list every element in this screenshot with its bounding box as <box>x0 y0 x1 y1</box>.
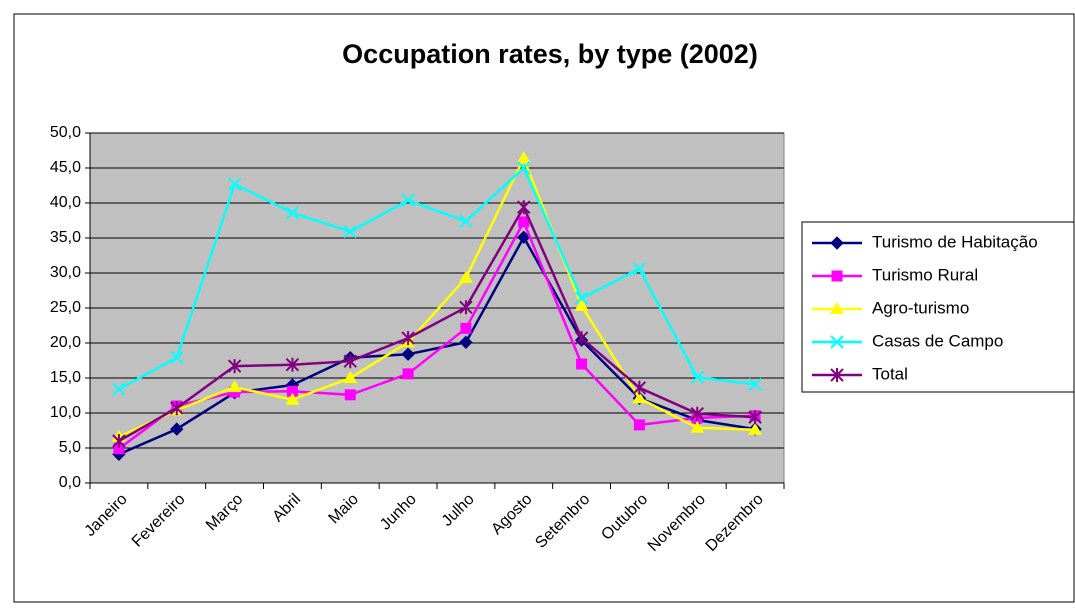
marker <box>227 177 242 191</box>
chart-title: Occupation rates, by type (2002) <box>342 39 758 69</box>
marker <box>112 434 126 448</box>
marker <box>632 380 647 395</box>
marker <box>632 262 647 276</box>
marker <box>748 410 762 425</box>
marker <box>458 270 473 283</box>
y-tick-label: 50,0 <box>50 124 81 141</box>
marker <box>574 291 589 305</box>
marker <box>286 385 298 397</box>
y-tick-label: 10,0 <box>50 404 81 421</box>
marker <box>690 420 705 433</box>
marker <box>690 406 704 421</box>
marker <box>113 443 125 455</box>
marker <box>632 391 647 404</box>
marker <box>227 380 242 393</box>
plot-area <box>85 132 785 484</box>
legend-label: Casas de Campo <box>872 331 1003 350</box>
marker <box>401 331 415 346</box>
marker <box>344 389 356 401</box>
marker <box>574 298 589 311</box>
y-tick-label: 15,0 <box>50 369 81 386</box>
marker <box>112 382 126 396</box>
marker <box>830 335 844 349</box>
legend-label: Agro-turismo <box>872 298 969 317</box>
marker <box>402 368 414 380</box>
marker <box>459 214 473 228</box>
marker <box>830 236 844 250</box>
marker <box>343 371 358 383</box>
marker <box>831 270 843 282</box>
marker <box>285 206 300 220</box>
marker <box>343 354 357 369</box>
marker <box>170 422 184 436</box>
series-line <box>118 218 756 450</box>
marker <box>459 300 473 315</box>
y-tick-label: 25,0 <box>50 299 81 316</box>
legend-label: Turismo de Habitação <box>872 232 1038 251</box>
y-tick-label: 20,0 <box>50 334 81 351</box>
series-line <box>118 165 756 391</box>
legend-label: Total <box>872 364 908 383</box>
marker <box>576 358 588 370</box>
marker <box>748 377 762 392</box>
marker <box>517 200 531 215</box>
marker <box>518 216 530 228</box>
legend-box <box>801 221 1075 393</box>
marker <box>516 151 531 164</box>
series-line <box>118 155 756 438</box>
marker <box>227 359 242 374</box>
marker <box>401 193 415 207</box>
y-tick-label: 40,0 <box>50 194 81 211</box>
y-tick-label: 45,0 <box>50 159 81 176</box>
marker <box>633 419 645 431</box>
marker <box>574 331 589 346</box>
y-tick-label: 5,0 <box>59 439 81 456</box>
marker <box>285 392 300 405</box>
marker <box>459 335 473 350</box>
legend-label: Turismo Rural <box>872 265 978 284</box>
marker <box>830 368 844 382</box>
y-tick-label: 0,0 <box>59 474 81 491</box>
marker <box>460 322 472 334</box>
marker <box>748 422 763 435</box>
marker <box>517 230 531 245</box>
marker <box>690 370 704 385</box>
marker <box>285 357 300 372</box>
y-tick-label: 35,0 <box>50 229 81 246</box>
marker <box>517 161 531 175</box>
marker <box>401 347 415 361</box>
marker <box>170 401 184 416</box>
y-tick-label: 30,0 <box>50 264 81 281</box>
series-line <box>118 204 756 443</box>
marker <box>830 302 844 314</box>
marker <box>170 350 184 365</box>
marker <box>343 224 357 239</box>
